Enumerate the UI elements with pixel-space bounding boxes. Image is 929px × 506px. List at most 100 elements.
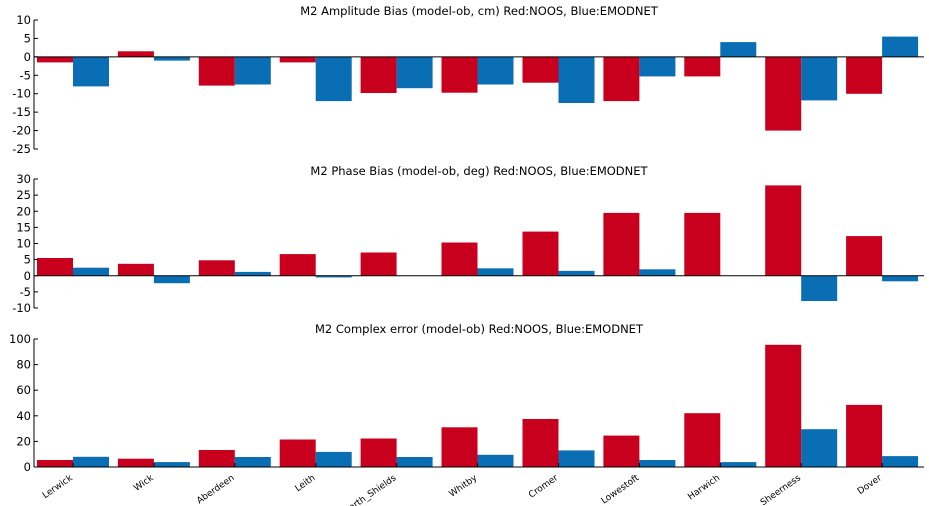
emodnet-bar <box>153 56 190 61</box>
chart-title: M2 Amplitude Bias (model-ob, cm) Red:NOO… <box>300 4 659 18</box>
y-tick-label: 80 <box>16 358 31 372</box>
emodnet-bar <box>477 454 514 467</box>
emodnet-bar <box>720 462 757 467</box>
emodnet-bar <box>73 56 109 87</box>
emodnet-bar <box>639 460 676 467</box>
emodnet-bar <box>639 56 676 77</box>
x-tick-label: Sheerness <box>759 473 803 506</box>
noos-bar <box>522 419 559 467</box>
noos-bar <box>603 56 640 102</box>
emodnet-bar <box>801 56 838 101</box>
emodnet-bar <box>882 36 919 57</box>
y-tick-label: -20 <box>12 124 31 138</box>
noos-bar <box>765 344 802 467</box>
y-tick-label: 60 <box>16 383 31 397</box>
emodnet-bar <box>882 456 919 467</box>
emodnet-bar <box>73 456 109 467</box>
noos-bar <box>279 439 316 467</box>
x-tick-label: Cromer <box>527 473 560 500</box>
y-tick-label: -10 <box>12 87 31 101</box>
noos-bar <box>684 212 721 276</box>
x-tick-label: Leith <box>294 473 318 494</box>
y-tick-label: 15 <box>16 220 31 234</box>
y-tick-label: 0 <box>24 460 31 474</box>
y-tick-label: 20 <box>16 204 31 218</box>
x-tick-label: Whitby <box>448 473 480 500</box>
y-tick-label: 0 <box>24 269 31 283</box>
y-tick-label: -10 <box>12 301 31 315</box>
x-tick-label: Wick <box>132 473 156 494</box>
noos-bar <box>684 413 721 467</box>
noos-bar <box>603 212 640 276</box>
noos-bar <box>522 56 559 83</box>
noos-bar <box>198 260 235 276</box>
complex-error-chart: M2 Complex error (model-ob) Red:NOOS, Bl… <box>9 322 924 506</box>
y-tick-label: 100 <box>9 332 31 346</box>
x-tick-label: North_Shields <box>342 473 399 506</box>
noos-bar <box>441 242 478 276</box>
emodnet-bar <box>234 271 271 276</box>
chart-title: M2 Phase Bias (model-ob, deg) Red:NOOS, … <box>310 164 648 178</box>
emodnet-bar <box>558 450 595 467</box>
noos-bar <box>117 51 154 57</box>
noos-bar <box>360 252 397 276</box>
emodnet-bar <box>153 275 190 284</box>
emodnet-bar <box>477 56 514 85</box>
noos-bar <box>441 427 478 467</box>
y-tick-label: 10 <box>16 13 31 27</box>
emodnet-bar <box>396 56 433 89</box>
amplitude-bias-chart: M2 Amplitude Bias (model-ob, cm) Red:NOO… <box>12 4 924 156</box>
noos-bar <box>37 460 73 467</box>
noos-bar <box>37 258 73 276</box>
noos-bar <box>117 263 154 276</box>
y-tick-label: 30 <box>16 172 31 186</box>
y-tick-label: 40 <box>16 409 31 423</box>
emodnet-bar <box>73 267 109 276</box>
emodnet-bar <box>153 462 190 467</box>
noos-bar <box>360 438 397 467</box>
noos-bar <box>765 56 802 131</box>
emodnet-bar <box>801 275 838 301</box>
noos-bar <box>846 404 883 467</box>
noos-bar <box>360 56 397 93</box>
y-tick-label: 10 <box>16 237 31 251</box>
emodnet-bar <box>234 56 271 85</box>
y-tick-label: 20 <box>16 434 31 448</box>
chart-title: M2 Complex error (model-ob) Red:NOOS, Bl… <box>315 322 644 336</box>
y-tick-label: 25 <box>16 188 31 202</box>
noos-bar <box>846 56 883 94</box>
noos-bar <box>522 231 559 276</box>
y-tick-label: 5 <box>24 253 31 267</box>
emodnet-bar <box>234 457 271 467</box>
noos-bar <box>603 435 640 467</box>
noos-bar <box>37 56 73 63</box>
y-tick-label: -25 <box>12 142 31 156</box>
emodnet-bar <box>315 275 352 278</box>
noos-bar <box>846 236 883 276</box>
emodnet-bar <box>558 270 595 276</box>
noos-bar <box>441 56 478 93</box>
emodnet-bar <box>639 269 676 276</box>
x-tick-label: Harwich <box>686 473 722 502</box>
y-tick-label: -15 <box>12 105 31 119</box>
x-tick-label: Lowestoft <box>600 473 642 506</box>
y-tick-label: 0 <box>24 50 31 64</box>
phase-bias-chart: M2 Phase Bias (model-ob, deg) Red:NOOS, … <box>12 164 924 315</box>
emodnet-bar <box>315 56 352 102</box>
x-tick-label: Aberdeen <box>195 473 236 506</box>
y-tick-label: -5 <box>20 68 31 82</box>
emodnet-bar <box>477 268 514 276</box>
noos-bar <box>684 56 721 77</box>
emodnet-bar <box>801 429 838 467</box>
noos-bar <box>279 56 316 63</box>
noos-bar <box>198 450 235 467</box>
noos-bar <box>279 254 316 276</box>
y-tick-label: -5 <box>20 285 31 299</box>
x-tick-label: Lerwick <box>41 473 75 501</box>
noos-bar <box>765 185 802 276</box>
emodnet-bar <box>396 457 433 467</box>
x-tick-label: Dover <box>856 473 884 497</box>
emodnet-bar <box>558 56 595 103</box>
emodnet-bar <box>882 275 919 282</box>
